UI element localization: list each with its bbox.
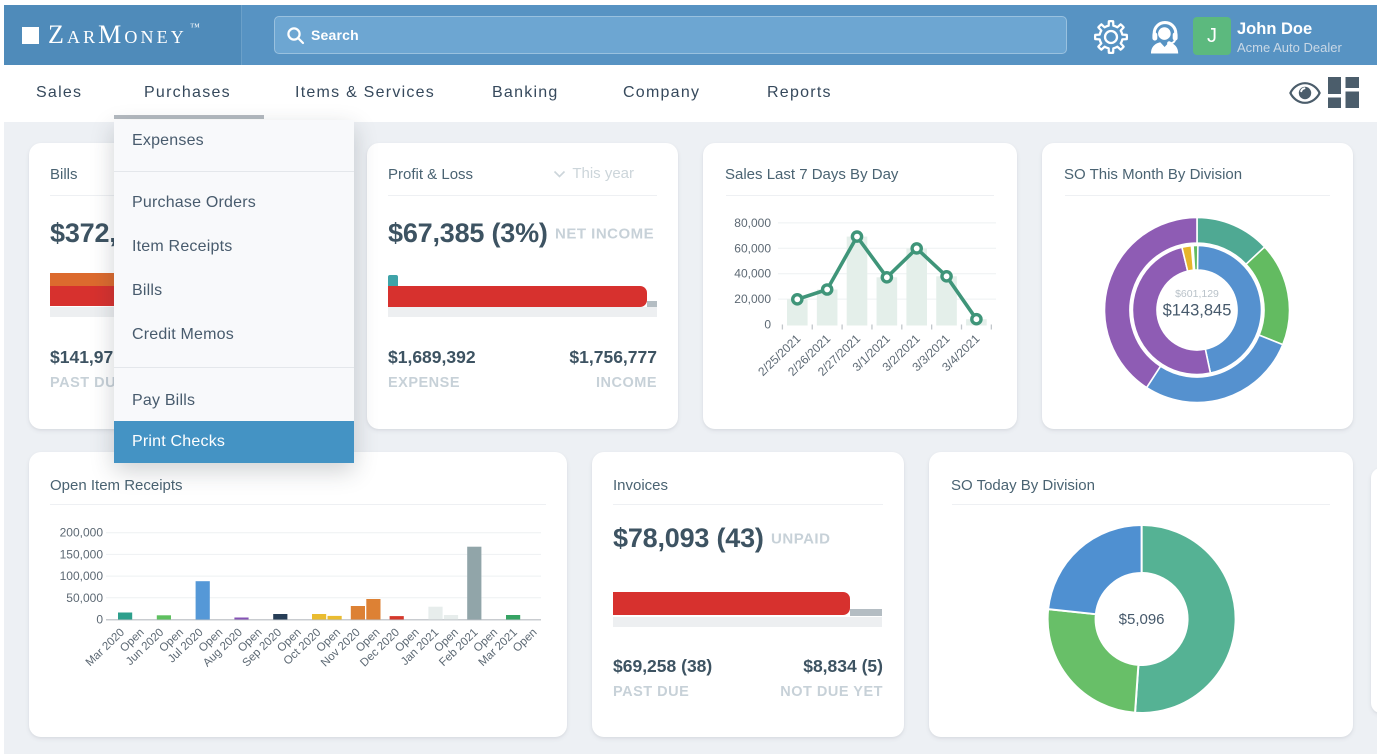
svg-text:20,000: 20,000 <box>734 292 771 306</box>
svg-text:150,000: 150,000 <box>60 547 104 561</box>
svg-text:$601,129: $601,129 <box>1175 288 1219 300</box>
svg-text:$5,096: $5,096 <box>1119 611 1165 628</box>
svg-text:40,000: 40,000 <box>734 267 771 281</box>
svg-text:0: 0 <box>96 613 103 627</box>
svg-text:100,000: 100,000 <box>60 569 104 583</box>
svg-text:$143,845: $143,845 <box>1163 302 1232 320</box>
svg-text:80,000: 80,000 <box>734 216 771 230</box>
svg-text:50,000: 50,000 <box>66 591 103 605</box>
svg-text:60,000: 60,000 <box>734 241 771 255</box>
svg-text:200,000: 200,000 <box>60 526 104 540</box>
svg-text:0: 0 <box>764 318 771 332</box>
